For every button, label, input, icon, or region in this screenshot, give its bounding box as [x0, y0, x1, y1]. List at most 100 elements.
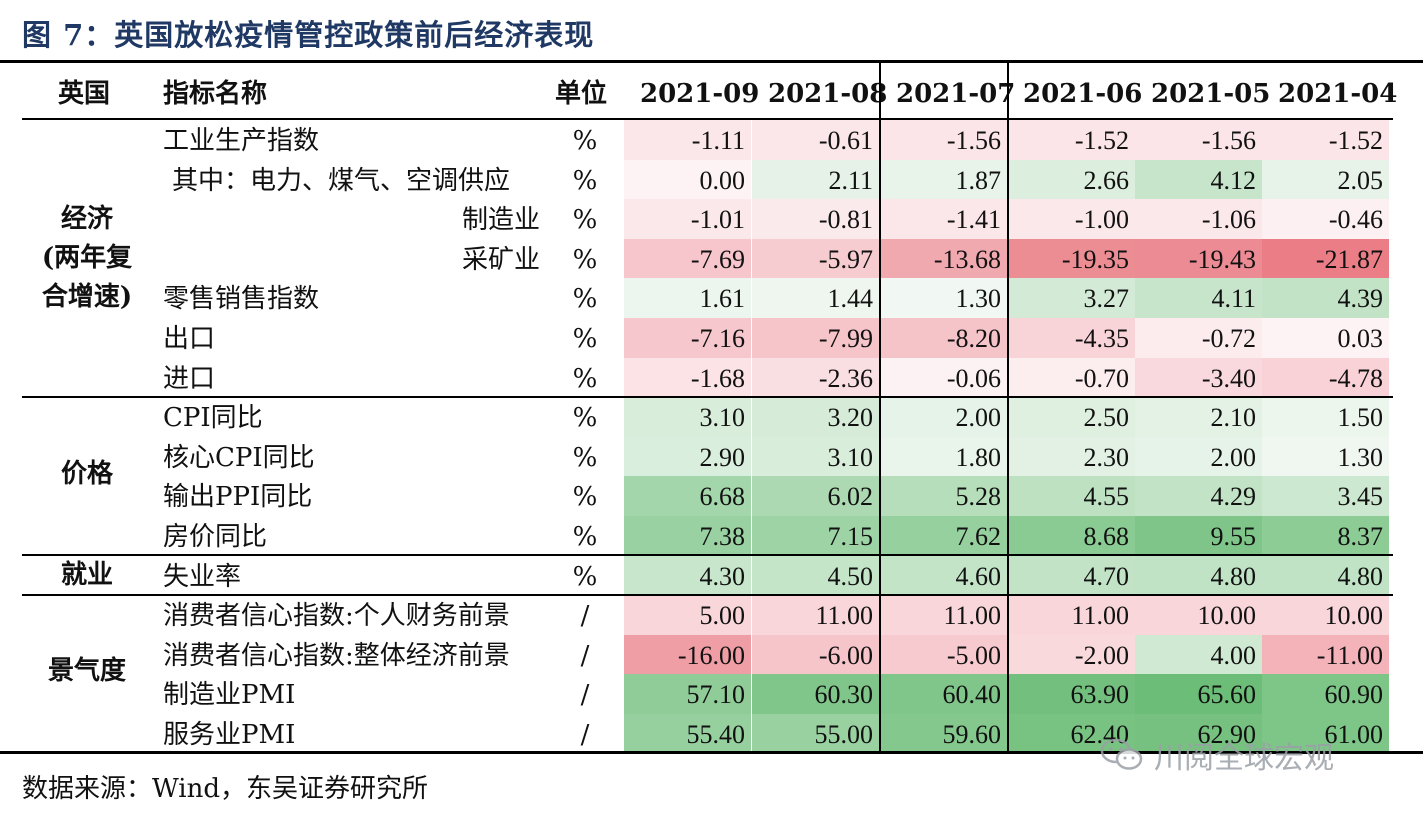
value-cell: 1.50 [1262, 397, 1389, 437]
indicator-name: 输出PPI同比 [163, 482, 313, 513]
value-cell: -16.00 [624, 634, 751, 675]
table-row: 服务业PMI / 55.40 55.00 59.60 62.40 62.90 61.00 [0, 714, 1423, 754]
value-cell: -1.11 [624, 120, 751, 160]
value-cell: -0.61 [752, 120, 879, 160]
value-cell: -7.99 [752, 318, 879, 358]
indicator-name: 消费者信心指数:个人财务前景 [163, 601, 510, 632]
value-cell: 4.50 [752, 555, 879, 596]
value-cell: -19.35 [1008, 238, 1135, 279]
value-cell: -4.78 [1262, 357, 1389, 398]
value-cell: 55.40 [624, 714, 751, 754]
unit-cell: / [580, 640, 590, 671]
table-row: 消费者信心指数:整体经济前景 / -16.00 -6.00 -5.00 -2.00 4.00… [0, 634, 1423, 675]
value-cell: 3.20 [752, 397, 879, 437]
value-cell: -1.52 [1008, 120, 1135, 160]
value-cell: 2.30 [1008, 436, 1135, 477]
value-cell: -1.56 [880, 120, 1007, 160]
value-cell: -3.40 [1135, 357, 1262, 398]
value-cell: 0.00 [624, 159, 751, 200]
table-row: 进口% -1.68 -2.36 -0.06 -0.70 -3.40 -4.78 [0, 357, 1423, 398]
value-cell: 63.90 [1008, 674, 1135, 714]
value-cell: 4.12 [1135, 159, 1262, 200]
indicator-name: 工业生产指数 [163, 126, 320, 156]
value-cell: -0.72 [1135, 318, 1262, 358]
group-label-line: 经济 [60, 204, 113, 234]
value-cell: 60.90 [1262, 674, 1389, 714]
value-cell: 62.40 [1008, 714, 1135, 754]
value-cell: 9.55 [1135, 516, 1262, 556]
value-cell: 8.37 [1262, 516, 1389, 556]
unit-cell: % [572, 522, 598, 552]
group-label-employment: 就业 [22, 556, 152, 595]
value-cell: -6.00 [752, 634, 879, 675]
table-row: 核心CPI同比% 2.90 3.10 1.80 2.30 2.00 1.30 [0, 436, 1423, 477]
bottom-rule [0, 751, 1423, 754]
unit-cell: % [572, 403, 598, 434]
value-cell: 3.45 [1262, 476, 1389, 516]
value-cell: 6.68 [624, 476, 751, 516]
table-row: CPI同比% 3.10 3.20 2.00 2.50 2.10 1.50 [0, 397, 1423, 437]
value-cell: 65.60 [1135, 674, 1262, 714]
table-row: 零售销售指数% 1.61 1.44 1.30 3.27 4.11 4.39 [0, 278, 1423, 318]
unit-cell: % [572, 482, 598, 513]
value-cell: 7.38 [624, 516, 751, 556]
indicator-name: 服务业PMI [163, 720, 296, 750]
value-cell: 3.27 [1008, 278, 1135, 318]
value-cell: -19.43 [1135, 238, 1262, 279]
indicator-name: 失业率 [163, 561, 242, 592]
table-row: 输出PPI同比% 6.68 6.02 5.28 4.55 4.29 3.45 [0, 476, 1423, 516]
indicator-name: 采矿业 [461, 244, 540, 275]
table-row: 工业生产指数% -1.11 -0.61 -1.56 -1.52 -1.56 -1.52 [0, 120, 1423, 160]
value-cell: -2.00 [1008, 634, 1135, 675]
value-cell: 5.28 [880, 476, 1007, 516]
value-cell: 1.44 [752, 278, 879, 318]
value-cell: 2.10 [1135, 397, 1262, 437]
value-cell: 2.66 [1008, 159, 1135, 200]
table-row: 制造业% -1.01 -0.81 -1.41 -1.00 -1.06 -0.46 [0, 199, 1423, 239]
value-cell: -1.56 [1135, 120, 1262, 160]
value-cell: 4.70 [1008, 555, 1135, 596]
value-cell: 1.30 [880, 278, 1007, 318]
value-cell: 1.80 [880, 436, 1007, 477]
value-cell: 60.30 [752, 674, 879, 714]
value-cell: -1.41 [880, 199, 1007, 239]
indicator-name: 消费者信心指数:整体经济前景 [163, 640, 510, 671]
section-rule-sentiment [22, 594, 1393, 596]
value-cell: 4.80 [1262, 555, 1389, 596]
unit-cell: / [580, 680, 590, 711]
watermark: 川阅全球宏观 [1100, 735, 1334, 776]
value-cell: 4.60 [880, 555, 1007, 596]
header-indicator: 指标名称 [163, 79, 268, 109]
table-header: 英国 指标名称 单位 2021-09 2021-08 2021-07 2021-… [0, 70, 1423, 118]
value-cell: -7.16 [624, 318, 751, 358]
value-cell: 2.90 [624, 436, 751, 477]
indicator-name: 制造业PMI [163, 680, 296, 711]
group-label-price: 价格 [22, 455, 152, 494]
figure-title: 图 7：英国放松疫情管控政策前后经济表现 [22, 18, 595, 52]
header-country: 英国 [58, 79, 111, 109]
unit-cell: / [580, 601, 590, 632]
value-cell: 57.10 [624, 674, 751, 714]
unit-cell: % [572, 324, 598, 354]
section-rule-price [22, 396, 1393, 398]
header-month: 2021-09 [640, 79, 760, 109]
unit-cell: % [572, 244, 598, 275]
value-cell: 2.11 [752, 159, 879, 200]
value-cell: -1.52 [1262, 120, 1389, 160]
value-cell: -4.35 [1008, 318, 1135, 358]
value-cell: 7.62 [880, 516, 1007, 556]
value-cell: 3.10 [752, 436, 879, 477]
value-cell: 2.50 [1008, 397, 1135, 437]
unit-cell: % [572, 205, 598, 236]
value-cell: 4.30 [624, 555, 751, 596]
indicator-name: 制造业 [461, 205, 540, 236]
indicator-name: CPI同比 [163, 403, 263, 434]
value-cell: -13.68 [880, 238, 1007, 279]
value-cell: 4.80 [1135, 555, 1262, 596]
value-cell: -21.87 [1262, 238, 1389, 279]
header-unit: 单位 [555, 79, 608, 109]
header-month: 2021-06 [1023, 79, 1143, 109]
value-cell: 2.00 [880, 397, 1007, 437]
value-cell: 4.29 [1135, 476, 1262, 516]
watermark-text: 川阅全球宏观 [1154, 741, 1334, 776]
